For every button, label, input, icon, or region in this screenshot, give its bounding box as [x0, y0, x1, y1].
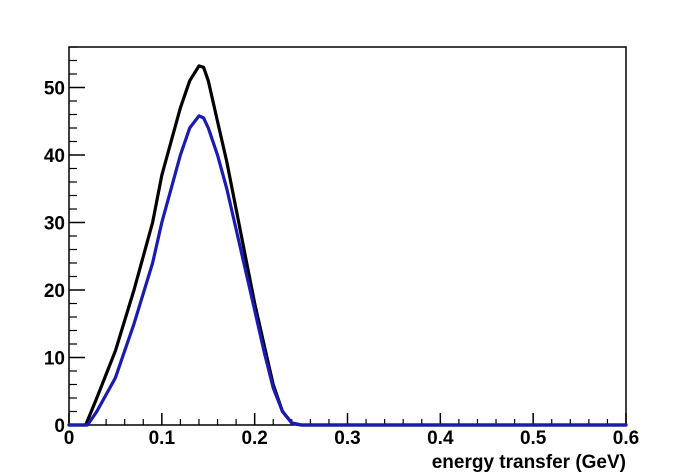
- x-axis-title: energy transfer (GeV): [432, 452, 626, 473]
- y-tick-label: 50: [44, 79, 65, 100]
- x-axis-ticks: 0 0.1 0.2 0.3 0.4 0.5 0.6: [64, 413, 639, 449]
- y-tick-label: 0: [54, 416, 65, 437]
- x-tick-label: 0.6: [613, 428, 639, 449]
- x-tick-label: 0.1: [149, 428, 176, 449]
- x-tick-label: 0.3: [334, 428, 360, 449]
- series-layer: [67, 64, 628, 427]
- series-line-2: [67, 114, 628, 427]
- plot-frame: [68, 46, 627, 426]
- x-tick-label: 0.5: [520, 428, 547, 449]
- y-tick-label: 40: [44, 146, 65, 167]
- y-tick-label: 30: [44, 214, 65, 235]
- series-line-1: [67, 64, 628, 427]
- y-tick-label: 10: [44, 349, 65, 370]
- y-tick-label: 20: [44, 281, 65, 302]
- x-tick-label: 0: [64, 428, 75, 449]
- x-tick-label: 0.2: [241, 428, 267, 449]
- x-tick-label: 0.4: [427, 428, 454, 449]
- y-axis-ticks: 0 10 20 30 40 50: [44, 46, 85, 437]
